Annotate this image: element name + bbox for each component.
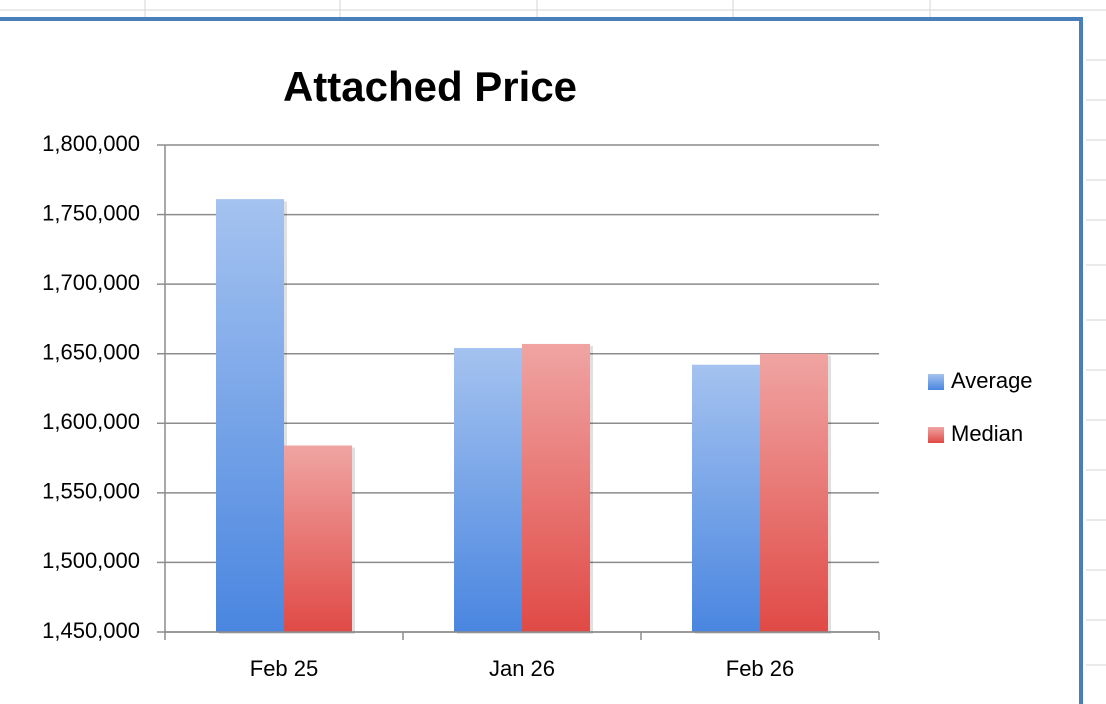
bar-shine — [692, 364, 760, 632]
chart-title: Attached Price — [283, 63, 577, 110]
chart-frame — [0, 17, 1083, 704]
x-tick-label: Feb 25 — [250, 656, 319, 681]
legend-swatch-shine — [928, 374, 944, 390]
sheet-grid — [0, 0, 1106, 666]
x-tick-label: Jan 26 — [489, 656, 555, 681]
legend-label: Median — [951, 421, 1023, 446]
y-tick-label: 1,550,000 — [42, 479, 140, 504]
y-tick-label: 1,750,000 — [42, 200, 140, 225]
y-tick-label: 1,450,000 — [42, 618, 140, 643]
bar-shine — [454, 348, 522, 632]
y-tick-label: 1,800,000 — [42, 131, 140, 156]
bar-shine — [522, 343, 590, 632]
y-tick-label: 1,500,000 — [42, 548, 140, 573]
bar-shine — [760, 353, 828, 632]
y-tick-label: 1,600,000 — [42, 409, 140, 434]
legend-label: Average — [951, 368, 1033, 393]
bar-shine — [284, 445, 352, 632]
y-tick-label: 1,650,000 — [42, 340, 140, 365]
legend-swatch-shine — [928, 427, 944, 443]
x-tick-label: Feb 26 — [726, 656, 795, 681]
bar-shine — [216, 199, 284, 632]
y-tick-label: 1,700,000 — [42, 270, 140, 295]
